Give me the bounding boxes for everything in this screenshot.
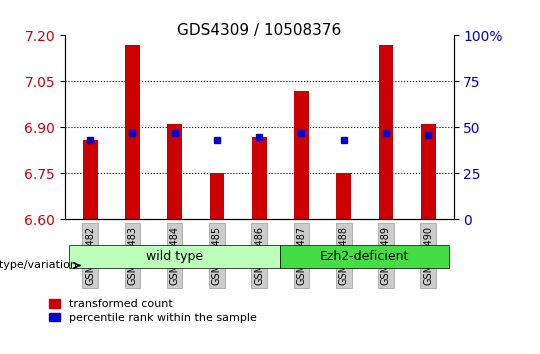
Bar	[125, 45, 140, 219]
Bar	[210, 173, 224, 219]
Bar	[294, 91, 309, 219]
Text: wild type: wild type	[146, 250, 203, 263]
Bar	[280, 246, 449, 268]
Bar	[83, 140, 98, 219]
Bar	[69, 246, 280, 268]
Text: genotype/variation: genotype/variation	[0, 261, 77, 270]
Legend: transformed count, percentile rank within the sample: transformed count, percentile rank withi…	[49, 299, 256, 323]
Text: GDS4309 / 10508376: GDS4309 / 10508376	[177, 23, 341, 38]
Bar	[252, 137, 267, 219]
Text: Ezh2-deficient: Ezh2-deficient	[320, 250, 409, 263]
Bar	[421, 124, 436, 219]
Bar	[379, 45, 393, 219]
Bar	[167, 124, 182, 219]
Bar	[336, 173, 351, 219]
